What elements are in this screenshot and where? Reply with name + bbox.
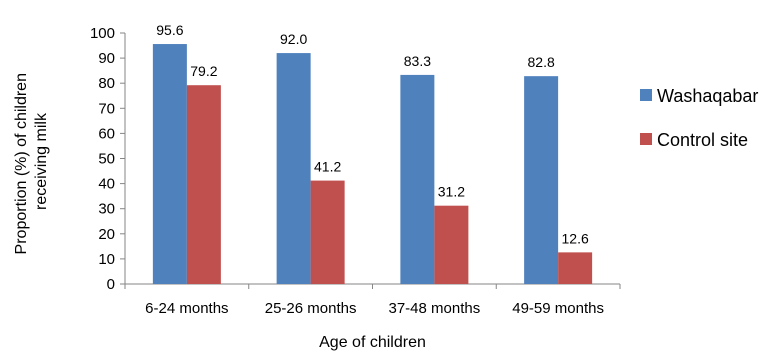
y-axis-title-line-2: receiving milk	[33, 112, 50, 210]
data-label: 12.6	[562, 230, 589, 246]
x-axis-title: Age of children	[319, 334, 426, 351]
x-axis-category-labels: 6-24 months 25-26 months 37-48 months 49-59…	[124, 284, 621, 317]
y-tick-label: 90	[98, 50, 115, 67]
bar-control-site	[434, 205, 469, 284]
bar-control-site	[186, 85, 221, 284]
x-category-label: 6-24 months	[145, 300, 228, 317]
data-label: 41.2	[314, 159, 341, 175]
legend-swatch-washaqabar	[640, 89, 652, 101]
y-tick-label: 70	[98, 100, 115, 117]
data-label: 83.3	[404, 53, 431, 69]
data-label: 95.6	[156, 22, 183, 38]
y-tick-label: 60	[98, 125, 115, 142]
y-axis-title-line-1: Proportion (%) of children	[13, 73, 30, 254]
legend-label-washaqabar: Washaqabar	[657, 86, 758, 106]
y-tick-label: 50	[98, 151, 115, 168]
bar-washaqabar	[524, 76, 559, 284]
legend: Washaqabar Control site	[640, 86, 758, 150]
y-axis-tick-labels: 0 10 20 30 40 50 60 70 80 90 100	[90, 25, 125, 293]
data-label: 79.2	[190, 63, 217, 79]
bars-group: 95.6 79.2 92.0 41.2 83.3 31.2 82.8 12.6	[152, 22, 593, 285]
data-label: 31.2	[438, 184, 465, 200]
y-axis-title: Proportion (%) of children receiving mil…	[13, 69, 50, 255]
bar-control-site	[558, 252, 593, 284]
y-tick-label: 80	[98, 75, 115, 92]
y-tick-label: 100	[90, 25, 115, 42]
y-tick-label: 10	[98, 251, 115, 268]
y-tick-label: 0	[107, 276, 115, 293]
legend-label-control-site: Control site	[657, 130, 748, 150]
y-tick-label: 40	[98, 176, 115, 193]
x-category-label: 37-48 months	[389, 300, 481, 317]
bar-washaqabar	[152, 44, 187, 284]
legend-swatch-control-site	[640, 133, 652, 145]
y-tick-label: 20	[98, 226, 115, 243]
y-tick-label: 30	[98, 201, 115, 218]
x-category-label: 25-26 months	[265, 300, 357, 317]
x-category-label: 49-59 months	[512, 300, 604, 317]
data-label: 82.8	[528, 54, 555, 70]
bar-washaqabar	[276, 53, 311, 284]
bar-control-site	[310, 180, 345, 284]
bar-washaqabar	[400, 74, 435, 285]
data-label: 92.0	[280, 31, 307, 47]
